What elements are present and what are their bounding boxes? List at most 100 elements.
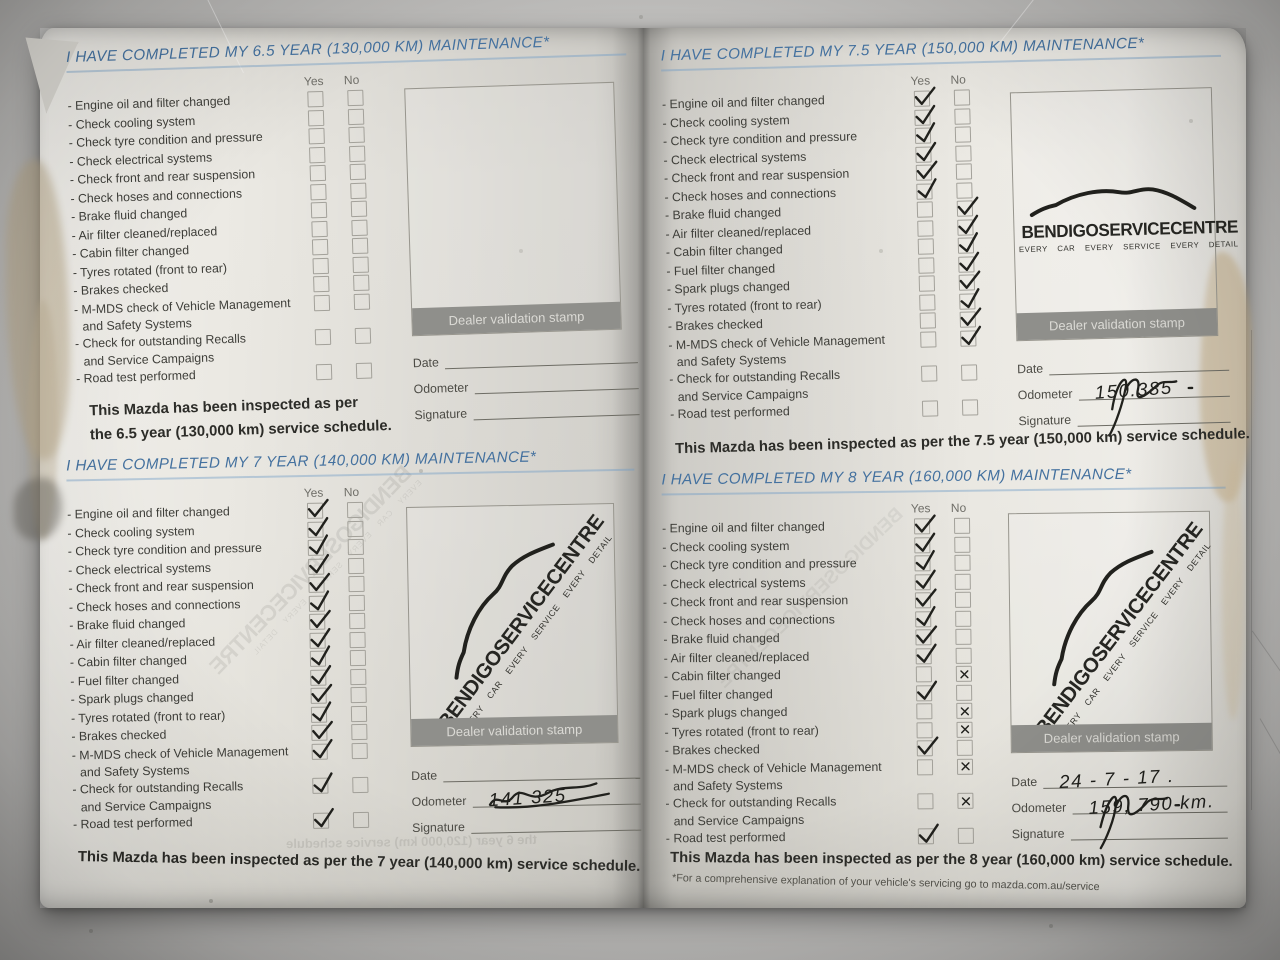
- yes-checkbox: [308, 127, 325, 145]
- handwritten-check-icon: [309, 553, 330, 573]
- yes-checkbox: [916, 703, 933, 720]
- checklist-item: Tyres rotated (front to rear): [664, 718, 1234, 741]
- no-checkbox: [351, 723, 368, 741]
- yes-checkbox: [916, 680, 938, 701]
- signature-line: [1076, 378, 1231, 437]
- no-checkbox: [956, 739, 973, 756]
- no-checkbox: [351, 237, 369, 255]
- yes-checkbox: [914, 532, 936, 553]
- item-label-line: and Safety Systems: [79, 763, 190, 780]
- item-label: Tyres rotated (front to rear): [664, 722, 916, 740]
- item-label-line: Check cooling system: [67, 521, 307, 541]
- yes-checkbox: [307, 90, 324, 108]
- item-label-line: Check tyre condition and pressure: [68, 540, 308, 560]
- yes-checkbox: [917, 219, 934, 237]
- yes-checkbox: [914, 569, 936, 590]
- yes-checkbox: [308, 553, 330, 575]
- item-label: Check front and rear suspension: [664, 165, 916, 186]
- no-checkbox: [954, 554, 971, 571]
- yes-checkbox: [919, 312, 937, 329]
- checklist: Engine oil and filter changedCheck cooli…: [662, 83, 1236, 424]
- no-checkbox: [350, 182, 367, 199]
- page-edge-line: [1259, 718, 1280, 823]
- item-label-line: Check electrical systems: [68, 558, 308, 578]
- yes-checkbox: [315, 364, 333, 381]
- no-checkbox: [353, 293, 371, 310]
- checklist-item: Cabin filter changed: [666, 231, 1232, 262]
- checklist-item: Check electrical systems: [663, 569, 1233, 593]
- signature-label: Signature: [412, 819, 465, 835]
- no-checkbox: [955, 610, 972, 627]
- no-checkbox: [349, 163, 367, 181]
- checklist-item: Engine oil and filter changed: [662, 514, 1232, 538]
- item-label: Fuel filter changed: [70, 669, 310, 689]
- yes-checkbox: [306, 498, 329, 519]
- handwritten-check-icon: [916, 122, 936, 143]
- checklist-item: Spark plugs changed: [667, 268, 1233, 299]
- handwritten-check-icon: [308, 534, 329, 555]
- item-label: Cabin filter changed: [70, 651, 310, 671]
- yes-checkbox: [917, 823, 939, 845]
- item-label-line: Brakes checked: [665, 740, 917, 758]
- item-label: Check tyre condition and pressure: [663, 128, 915, 149]
- no-checkbox: [955, 163, 973, 180]
- no-checkbox: [955, 647, 972, 664]
- signature-field: Signature: [412, 782, 642, 835]
- no-checkbox: [956, 196, 979, 217]
- signature-scribble: [1107, 378, 1193, 437]
- item-label: Check electrical systems: [663, 574, 915, 592]
- odometer-label: Odometer: [1011, 800, 1067, 816]
- yes-checkbox: [313, 294, 331, 311]
- yes-checkbox: [914, 122, 936, 144]
- item-label-line: Check cooling system: [662, 109, 914, 130]
- checklist-item: Fuel filter changed: [664, 680, 1234, 704]
- item-label-line: Tyres rotated (front to rear): [664, 722, 916, 740]
- item-label: Engine oil and filter changed: [67, 503, 307, 523]
- checklist-item: Spark plugs changed: [71, 681, 645, 708]
- checklist-item: Check cooling system: [67, 515, 641, 542]
- page-edge-line: [1251, 330, 1252, 810]
- checklist: Engine oil and filter changedCheck cooli…: [662, 514, 1236, 848]
- no-checkbox: [348, 126, 365, 144]
- no-checkbox: [953, 517, 971, 534]
- handwritten-check-icon: [917, 680, 938, 700]
- car-silhouette-swoosh-icon: [1052, 549, 1154, 687]
- yes-checkbox: [915, 625, 938, 646]
- yes-checkbox: [913, 86, 936, 107]
- checklist-item: Brakes checked: [665, 736, 1235, 760]
- dirt-specks: [0, 0, 2, 2]
- handwritten-check-icon: [916, 625, 938, 644]
- date-label: Date: [412, 355, 440, 371]
- handwritten-check-icon: [959, 270, 981, 289]
- handwritten-cross-icon: [960, 725, 969, 734]
- checklist-item: Check electrical systems: [68, 552, 642, 579]
- handwritten-cross-icon: [961, 797, 970, 806]
- dealer-validation-stamp-box: BENDIGOSERVICECENTRE EVERY CAR EVERY SERV…: [406, 503, 619, 747]
- item-label-line: Check for outstanding Recalls: [72, 778, 312, 798]
- handwritten-check-icon: [959, 251, 980, 271]
- item-label-line: Check hoses and connections: [69, 595, 309, 615]
- yes-checkbox: [311, 220, 328, 237]
- handwritten-check-icon: [308, 516, 329, 536]
- checklist-item: Check hoses and connections: [69, 589, 643, 616]
- yes-checkbox: [913, 514, 936, 535]
- item-label-line: Tyres rotated (front to rear): [667, 294, 919, 315]
- checklist-item: Cabin filter changed: [70, 644, 644, 671]
- dealer-validation-stamp-bar: Dealer validation stamp: [411, 715, 618, 746]
- checklist-item: Check cooling system: [662, 101, 1228, 132]
- handwritten-check-icon: [915, 104, 936, 124]
- yes-checkbox: [919, 293, 936, 311]
- item-label-line: Air filter cleaned/replaced: [664, 648, 916, 666]
- item-label-line: Spark plugs changed: [667, 276, 919, 297]
- item-label-line: Cabin filter changed: [70, 651, 310, 671]
- item-label: Check hoses and connections: [664, 183, 916, 204]
- handwritten-check-icon: [961, 325, 982, 345]
- item-label-line: Engine oil and filter changed: [662, 91, 914, 112]
- no-checkbox: [956, 684, 973, 701]
- item-label-line: Check electrical systems: [663, 574, 915, 592]
